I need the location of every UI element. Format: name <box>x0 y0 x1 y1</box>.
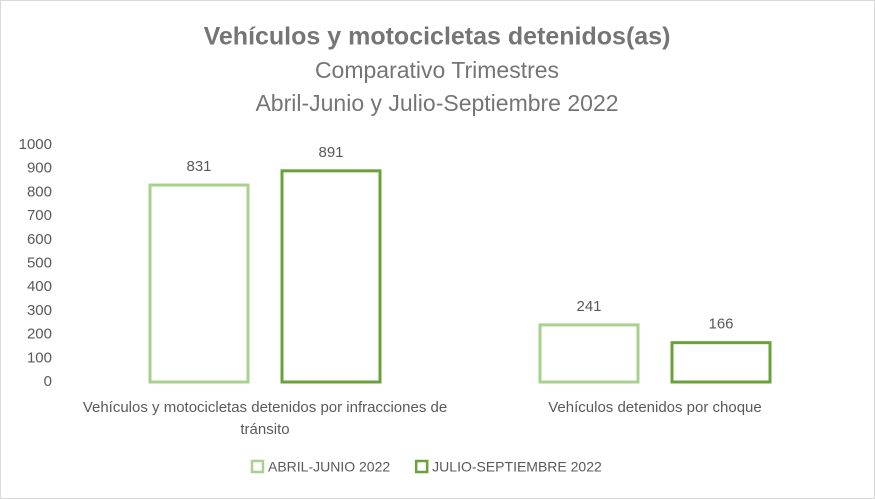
y-tick-label: 1000 <box>19 136 52 153</box>
y-tick-label: 600 <box>27 231 52 248</box>
y-tick-label: 700 <box>27 207 52 224</box>
bar <box>280 169 382 384</box>
y-tick-label: 500 <box>27 254 52 271</box>
y-tick-label: 900 <box>27 160 52 177</box>
legend-swatch <box>250 459 265 474</box>
chart-title: Vehículos y motocicletas detenidos(as) <box>204 23 671 51</box>
y-tick-label: 300 <box>27 302 52 319</box>
data-label: 241 <box>576 298 601 315</box>
bar <box>538 323 640 384</box>
data-label: 166 <box>708 316 733 333</box>
x-tick-label: Vehículos y motocicletas detenidos por i… <box>82 399 448 438</box>
legend-swatch <box>414 459 429 474</box>
legend-label: JULIO-SEPTIEMBRE 2022 <box>432 459 602 475</box>
chart-subtitle: Abril-Junio y Julio-Septiembre 2022 <box>255 90 618 116</box>
data-label: 891 <box>318 144 343 161</box>
y-tick-label: 100 <box>27 349 52 366</box>
y-tick-label: 800 <box>27 183 52 200</box>
bar <box>148 183 250 384</box>
legend-label: ABRIL-JUNIO 2022 <box>268 459 390 475</box>
chart-subtitle: Comparativo Trimestres <box>315 57 559 83</box>
y-tick-label: 200 <box>27 326 52 343</box>
data-label: 831 <box>186 158 211 175</box>
bar <box>670 341 772 384</box>
y-tick-label: 400 <box>27 278 52 295</box>
x-tick-label: Vehículos detenidos por choque <box>548 399 762 416</box>
y-tick-label: 0 <box>44 373 52 390</box>
